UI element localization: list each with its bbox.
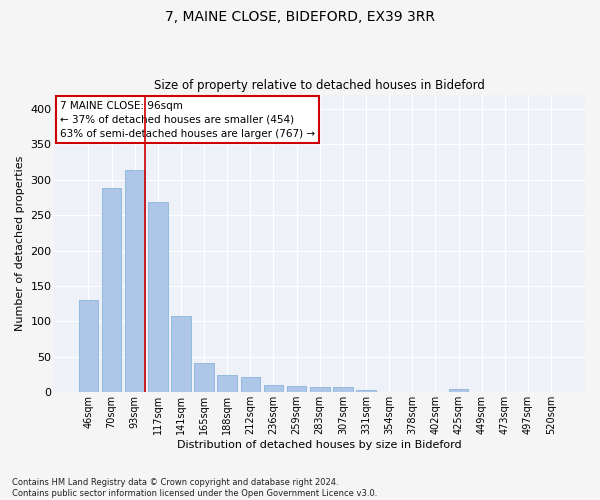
Bar [148, 202, 167, 392]
Text: 7 MAINE CLOSE: 96sqm
← 37% of detached houses are smaller (454)
63% of semi-deta: 7 MAINE CLOSE: 96sqm ← 37% of detached h… [60, 100, 315, 138]
Bar [102, 188, 121, 392]
Bar [287, 386, 307, 392]
Bar [263, 385, 283, 392]
Bar [217, 374, 237, 392]
Title: Size of property relative to detached houses in Bideford: Size of property relative to detached ho… [154, 79, 485, 92]
Text: 7, MAINE CLOSE, BIDEFORD, EX39 3RR: 7, MAINE CLOSE, BIDEFORD, EX39 3RR [165, 10, 435, 24]
Bar [449, 388, 469, 392]
X-axis label: Distribution of detached houses by size in Bideford: Distribution of detached houses by size … [178, 440, 462, 450]
Text: Contains HM Land Registry data © Crown copyright and database right 2024.
Contai: Contains HM Land Registry data © Crown c… [12, 478, 377, 498]
Y-axis label: Number of detached properties: Number of detached properties [15, 156, 25, 331]
Bar [356, 390, 376, 392]
Bar [125, 170, 145, 392]
Bar [79, 300, 98, 392]
Bar [333, 388, 353, 392]
Bar [241, 378, 260, 392]
Bar [194, 362, 214, 392]
Bar [310, 388, 329, 392]
Bar [171, 316, 191, 392]
